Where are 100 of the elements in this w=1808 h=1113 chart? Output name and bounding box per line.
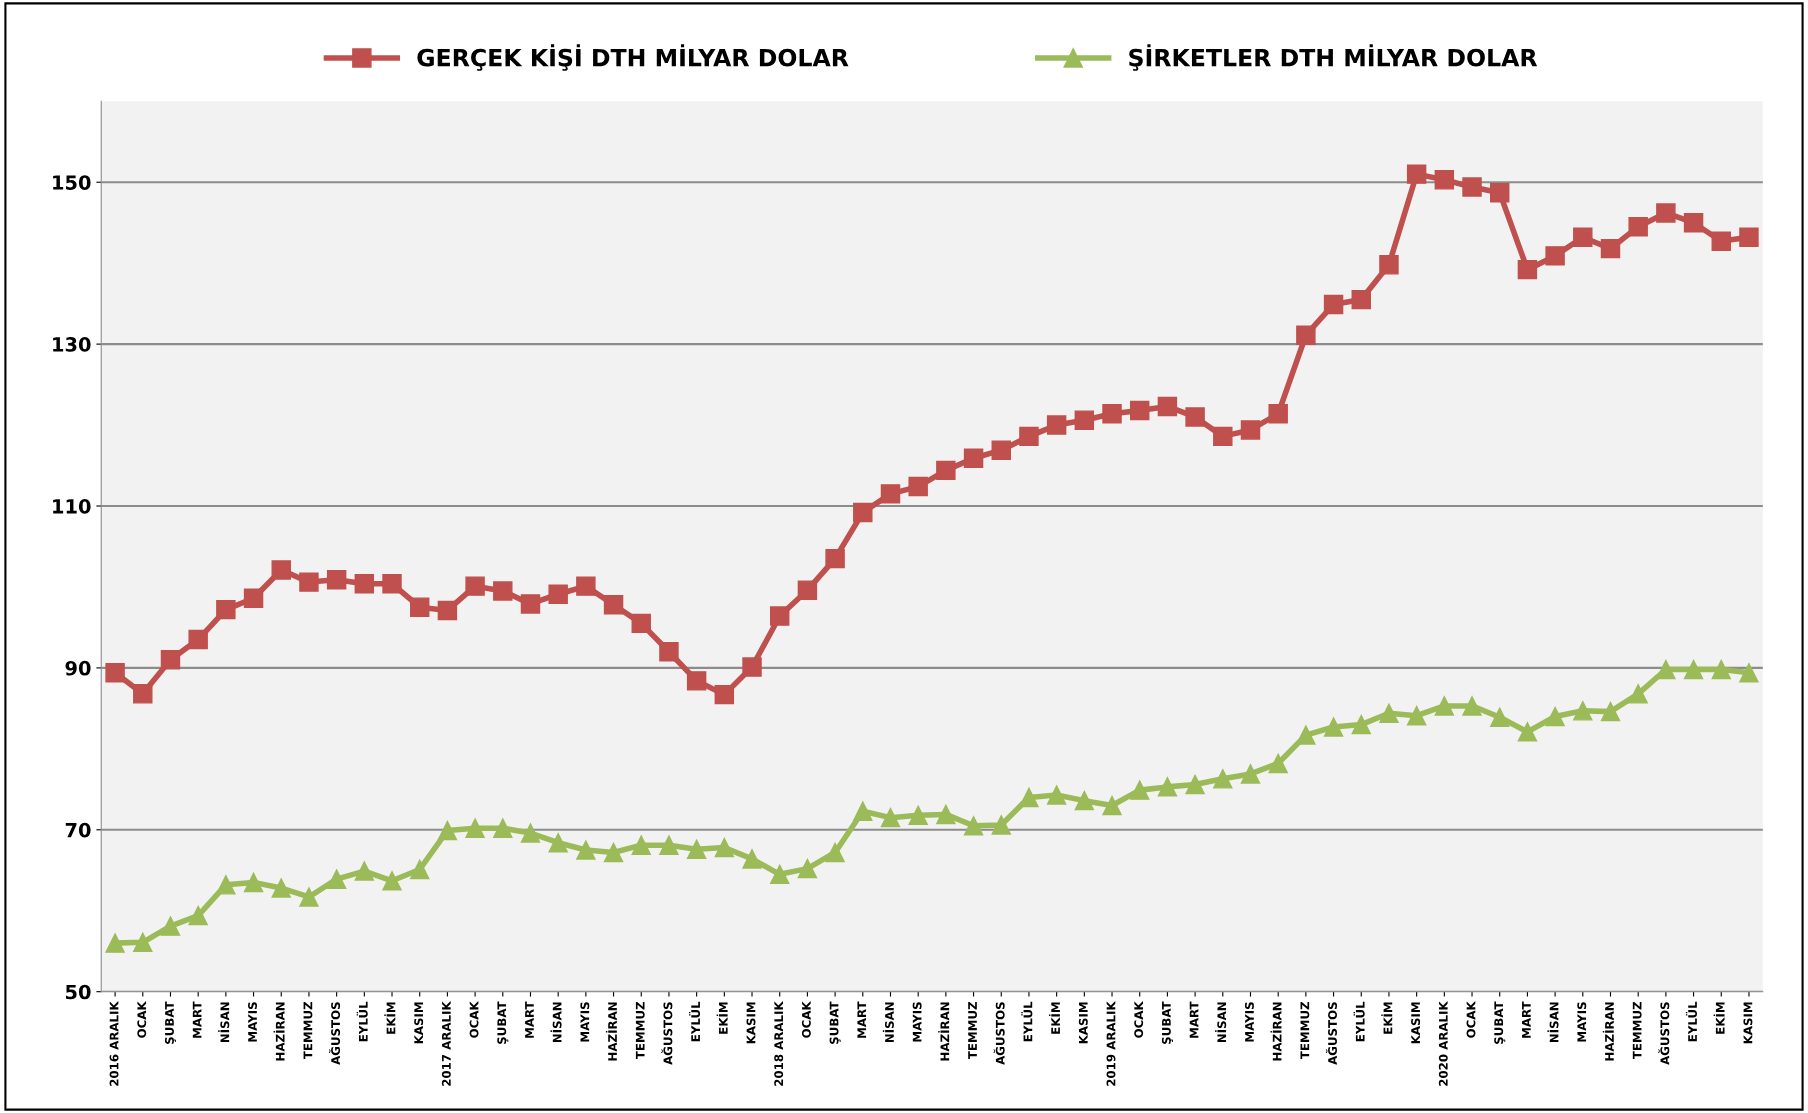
x-tick-label: MART xyxy=(192,1001,202,1038)
x-tick-label: KASIM xyxy=(746,1002,756,1044)
point xyxy=(797,580,818,600)
x-tick-label: AĞUSTOS xyxy=(328,1002,341,1065)
point xyxy=(1406,705,1427,726)
point xyxy=(1517,259,1538,280)
point xyxy=(1406,164,1427,184)
x-tick-label: EYLÜL xyxy=(356,1001,368,1042)
x-tick-label: 2018 ARALIK xyxy=(774,1001,784,1086)
point xyxy=(1628,217,1648,237)
point xyxy=(243,588,264,609)
point xyxy=(105,933,125,953)
point xyxy=(991,815,1011,835)
point xyxy=(825,842,845,863)
x-tick-label: NİSAN xyxy=(218,1002,230,1043)
x-tick-label: MART xyxy=(857,1001,867,1038)
point xyxy=(271,560,291,580)
y-tick-label: 90 xyxy=(65,660,91,676)
x-tick-label: AĞUSTOS xyxy=(661,1002,673,1065)
point xyxy=(520,594,541,614)
point xyxy=(1268,404,1288,424)
x-tick-label: AĞUSTOS xyxy=(1658,1002,1670,1065)
legend-label: ŞİRKETLER DTH MİLYAR DOLAR xyxy=(1129,44,1538,71)
point xyxy=(382,871,402,891)
x-tick-label: HAZİRAN xyxy=(938,1002,950,1061)
x-tick-label: OCAK xyxy=(1466,1001,1476,1038)
point xyxy=(908,476,928,497)
point xyxy=(659,835,679,855)
point xyxy=(936,804,956,825)
point xyxy=(880,807,901,828)
point xyxy=(1019,426,1039,447)
point xyxy=(1573,227,1593,247)
point xyxy=(1489,707,1510,728)
point xyxy=(1323,717,1344,737)
x-tick-label: ŞUBAT xyxy=(829,1001,841,1044)
point xyxy=(1462,696,1482,716)
x-tick-label: NİSAN xyxy=(550,1002,562,1043)
point xyxy=(1296,725,1316,745)
point xyxy=(686,839,707,859)
x-tick-label: OCAK xyxy=(137,1001,147,1038)
point xyxy=(1157,396,1178,417)
point xyxy=(160,916,181,936)
point xyxy=(1323,294,1344,315)
point xyxy=(437,600,458,621)
point xyxy=(1489,183,1510,203)
x-tick-label: KASIM xyxy=(1078,1002,1088,1044)
x-tick-label: MAYIS xyxy=(1577,1002,1587,1042)
point xyxy=(465,818,485,838)
point xyxy=(853,502,873,523)
point xyxy=(1213,769,1233,789)
y-tick-label: 130 xyxy=(53,337,91,352)
x-tick-label: NİSAN xyxy=(882,1002,894,1043)
legend-label: GERÇEK KİŞİ DTH MİLYAR DOLAR xyxy=(417,44,849,71)
point xyxy=(493,581,513,601)
x-tick-label: TEMMUZ xyxy=(635,1001,645,1060)
x-tick-label: ŞUBAT xyxy=(497,1001,509,1044)
point xyxy=(825,548,845,569)
y-tick-label: 50 xyxy=(65,984,91,1000)
point xyxy=(1545,706,1565,727)
point xyxy=(1046,415,1067,435)
y-tick-label: 150 xyxy=(53,175,91,190)
point xyxy=(880,484,901,504)
x-tick-label: EYLÜL xyxy=(1021,1001,1033,1042)
y-tick-label: 110 xyxy=(53,498,91,514)
x-tick-label: EYLÜL xyxy=(688,1001,701,1042)
point xyxy=(1019,787,1039,808)
x-tick-label: EKİM xyxy=(1713,1002,1725,1034)
point xyxy=(271,878,291,898)
point xyxy=(216,599,236,620)
x-tick-label: HAZİRAN xyxy=(605,1002,617,1061)
point xyxy=(1600,701,1621,722)
point xyxy=(631,835,651,855)
x-tick-label: MART xyxy=(525,1001,534,1038)
point xyxy=(1656,659,1676,680)
point xyxy=(133,932,153,953)
point xyxy=(631,613,651,634)
x-tick-label: KASIM xyxy=(1743,1002,1753,1044)
point xyxy=(188,905,208,926)
point xyxy=(853,801,873,821)
x-tick-label: TEMMUZ xyxy=(1632,1001,1642,1060)
x-tick-label: NİSAN xyxy=(1215,1002,1227,1043)
point xyxy=(769,864,790,885)
point xyxy=(216,875,236,895)
point xyxy=(1296,325,1316,345)
x-tick-label: OCAK xyxy=(1134,1001,1144,1038)
point xyxy=(437,820,458,841)
point xyxy=(409,597,430,617)
point xyxy=(465,576,485,596)
x-tick-label: NİSAN xyxy=(1547,1002,1559,1043)
x-tick-label: EYLÜL xyxy=(1353,1001,1365,1042)
point xyxy=(1102,795,1122,816)
x-tick-label: HAZİRAN xyxy=(273,1002,285,1061)
point xyxy=(1379,255,1399,275)
point xyxy=(742,849,762,869)
point xyxy=(354,573,375,594)
x-tick-label: MAYIS xyxy=(912,1002,922,1042)
point xyxy=(659,641,679,662)
point xyxy=(1074,410,1095,430)
point xyxy=(797,858,818,879)
x-tick-label: KASIM xyxy=(1411,1002,1421,1044)
